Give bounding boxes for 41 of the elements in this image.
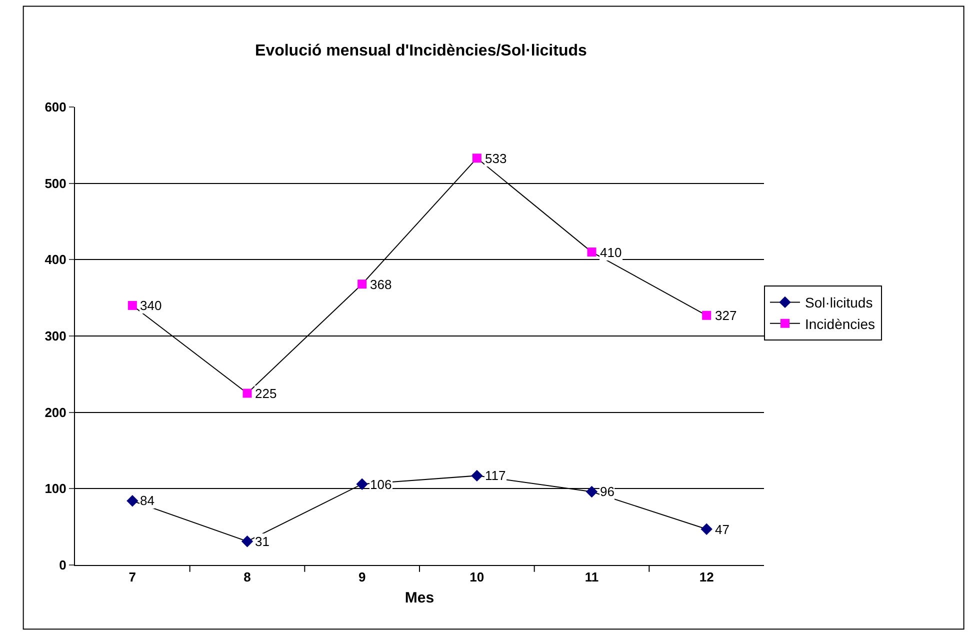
data-label: 96 xyxy=(600,484,614,499)
data-label: 225 xyxy=(255,386,277,401)
point xyxy=(126,495,138,507)
data-label: 31 xyxy=(255,534,270,549)
y-tick-label: 600 xyxy=(44,100,66,115)
y-tick-label: 500 xyxy=(44,176,66,191)
chart-title: Evolució mensual d'Incidències/Sol·licituds xyxy=(255,42,588,60)
x-tick-label: 12 xyxy=(699,570,714,585)
data-label: 533 xyxy=(485,151,507,166)
point xyxy=(242,388,252,398)
x-axis-title: Mes xyxy=(404,590,434,607)
point xyxy=(586,486,598,498)
x-tick-label: 8 xyxy=(244,570,251,585)
point xyxy=(587,248,596,257)
data-label: 340 xyxy=(140,298,162,313)
x-tick-label: 11 xyxy=(584,570,599,585)
y-tick-label: 200 xyxy=(44,404,66,420)
point xyxy=(128,300,137,310)
y-tick-label: 0 xyxy=(59,558,66,573)
point xyxy=(358,280,367,289)
x-tick-label: 10 xyxy=(470,570,484,585)
data-label: 47 xyxy=(715,522,730,537)
y-tick-label: 400 xyxy=(44,252,66,268)
point xyxy=(356,478,368,490)
data-label: 106 xyxy=(370,477,392,492)
point xyxy=(471,470,483,482)
data-label: 117 xyxy=(485,468,506,483)
point xyxy=(702,310,712,320)
data-label: 84 xyxy=(140,493,154,508)
point xyxy=(472,154,482,163)
legend-label: Sol·licituds xyxy=(805,294,873,311)
point xyxy=(700,523,712,535)
data-label: 410 xyxy=(600,245,622,260)
data-label: 327 xyxy=(715,308,737,323)
y-tick-label: 100 xyxy=(44,481,66,496)
legend-label: Incidències xyxy=(805,316,876,332)
x-tick-label: 7 xyxy=(128,570,136,585)
y-tick-label: 300 xyxy=(44,328,66,344)
x-tick-label: 9 xyxy=(358,570,366,585)
data-label: 368 xyxy=(370,277,392,292)
point xyxy=(241,535,254,548)
